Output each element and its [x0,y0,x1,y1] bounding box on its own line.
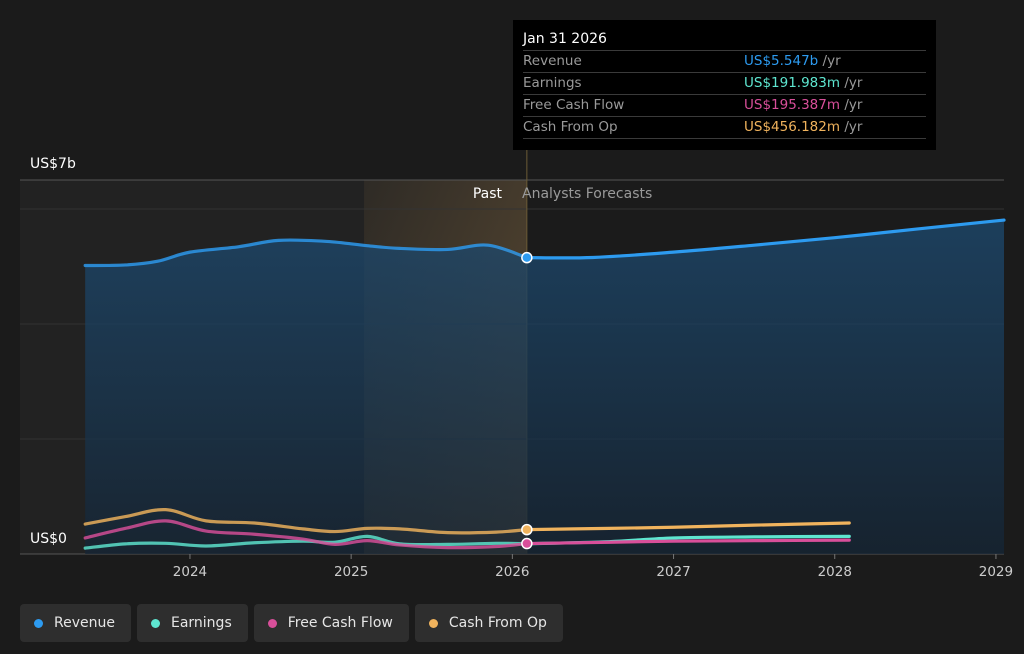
tooltip-row-unit: /yr [840,97,863,113]
cash-from-op-line-forecast [525,521,851,532]
legend-label: Cash From Op [448,615,547,631]
tooltip-row-value: US$456.182m [744,119,841,135]
legend-dot-icon [267,618,277,628]
revenue-highlight-point [521,251,533,264]
y-axis-top-label: US$7b [30,156,76,172]
tooltip-row-cash-from-op: Cash From Op US$456.182m /yr [523,116,926,139]
legend-label: Revenue [54,615,115,631]
tooltip-row-revenue: Revenue US$5.547b /yr [523,50,926,72]
tooltip-row-unit: /yr [840,119,863,135]
tooltip-row-name: Cash From Op [523,119,618,135]
y-axis-bottom-label: US$0 [30,531,67,547]
revenue-line-forecast [525,218,1006,260]
tooltip: Jan 31 2026 Revenue US$5.547b /yr Earnin… [513,20,936,150]
cash-from-op-highlight-point [521,523,533,536]
x-tick-label: 2028 [818,564,852,580]
tooltip-row-unit: /yr [840,75,863,91]
free-cash-flow-line-forecast [525,538,851,546]
x-tick-label: 2026 [495,564,529,580]
tooltip-row-unit: /yr [818,53,841,69]
tooltip-date: Jan 31 2026 [523,31,607,47]
legend-dot-icon [150,618,160,628]
legend-dot-icon [428,618,438,628]
chart: 2024 2025 2026 2027 2028 2029 [20,20,1013,580]
past-label: Past [472,186,502,202]
tooltip-row-value: US$5.547b [744,53,819,69]
legend-dot-icon [34,618,43,628]
legend-item-cash-from-op[interactable]: Cash From Op [414,604,563,642]
free-cash-flow-line-past [83,519,529,550]
revenue-line-past [83,238,529,268]
tooltip-row-free-cash-flow: Free Cash Flow US$195.387m /yr [523,94,926,116]
revenue-area [85,220,1004,555]
tooltip-row-name: Earnings [523,75,582,91]
tooltip-row-value: US$191.983m [744,75,841,91]
legend-item-earnings[interactable]: Earnings [136,604,248,642]
forecast-label: Analysts Forecasts [522,186,653,202]
x-tick-label: 2029 [979,564,1013,580]
tooltip-row-name: Free Cash Flow [523,97,625,113]
legend-item-free-cash-flow[interactable]: Free Cash Flow [253,604,409,642]
tooltip-row-name: Revenue [523,53,582,69]
tooltip-row-earnings: Earnings US$191.983m /yr [523,72,926,94]
x-tick-label: 2027 [656,564,690,580]
cash-from-op-line-past [83,508,529,535]
free-cash-flow-highlight-point [521,537,533,550]
tooltip-row-value: US$195.387m [744,97,841,113]
x-tick-label: 2025 [334,564,368,580]
legend: Revenue Earnings Free Cash Flow Cash Fro… [20,604,563,642]
legend-item-revenue[interactable]: Revenue [20,604,131,642]
legend-label: Free Cash Flow [287,615,393,631]
x-tick-label: 2024 [173,564,207,580]
legend-label: Earnings [170,615,232,631]
